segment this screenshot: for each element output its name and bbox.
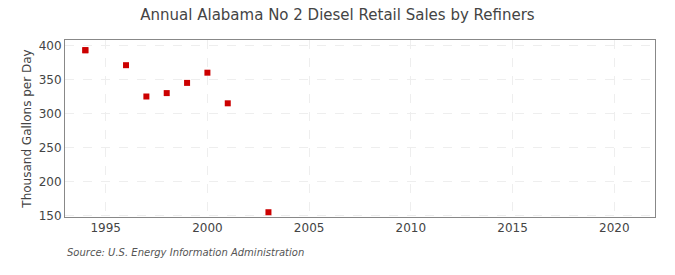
- svg-text:Annual Alabama No 2 Diesel Ret: Annual Alabama No 2 Diesel Retail Sales …: [140, 6, 535, 24]
- svg-text:250: 250: [39, 141, 62, 155]
- svg-text:2020: 2020: [599, 221, 630, 235]
- svg-text:2010: 2010: [396, 221, 427, 235]
- svg-text:2005: 2005: [294, 221, 325, 235]
- svg-text:200: 200: [39, 175, 62, 189]
- svg-text:150: 150: [39, 209, 62, 223]
- svg-text:1995: 1995: [90, 221, 121, 235]
- svg-text:350: 350: [39, 73, 62, 87]
- svg-text:2015: 2015: [497, 221, 528, 235]
- svg-text:300: 300: [39, 107, 62, 121]
- svg-text:400: 400: [39, 39, 62, 53]
- svg-text:Thousand Gallons per Day: Thousand Gallons per Day: [20, 49, 34, 208]
- svg-text:2000: 2000: [192, 221, 223, 235]
- svg-text:Source: U.S. Energy Informatio: Source: U.S. Energy Information Administ…: [67, 247, 304, 258]
